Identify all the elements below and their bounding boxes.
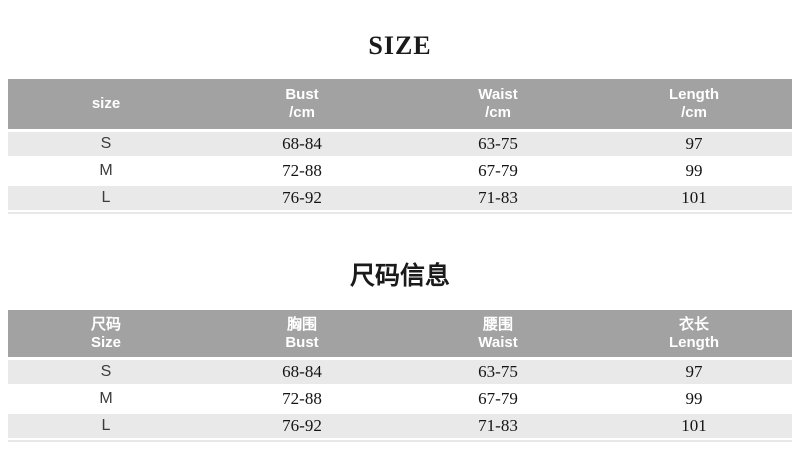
column-header-waist: 腰围 Waist bbox=[400, 310, 596, 357]
column-header-size: 尺码 Size bbox=[8, 310, 204, 357]
cell-size: S bbox=[100, 135, 112, 153]
column-header-label-cn: 尺码 bbox=[90, 315, 121, 333]
column-header-label-en: Bust bbox=[285, 333, 319, 351]
cell-waist: 63-75 bbox=[478, 134, 518, 154]
cell-length: 101 bbox=[681, 416, 707, 436]
column-header-label-cn: 衣长 bbox=[678, 315, 709, 333]
cell-bust: 68-84 bbox=[282, 134, 322, 154]
table-row: L 76-92 71-83 101 bbox=[8, 186, 792, 211]
cell-size: L bbox=[101, 417, 111, 435]
size-table-cn: 尺码 Size 胸围 Bust 腰围 Waist 衣长 Length S 68-… bbox=[8, 310, 792, 443]
column-header-label-cn: 胸围 bbox=[286, 315, 317, 333]
size-chart-page: { "colors": { "page_bg": "#ffffff", "hea… bbox=[0, 30, 800, 454]
cell-waist: 67-79 bbox=[478, 389, 518, 409]
table-row: S 68-84 63-75 97 bbox=[8, 360, 792, 385]
cell-waist: 63-75 bbox=[478, 362, 518, 382]
cell-length: 99 bbox=[685, 161, 703, 181]
table-bottom-divider bbox=[8, 212, 792, 215]
column-header-length: 衣长 Length bbox=[596, 310, 792, 357]
cell-waist: 67-79 bbox=[478, 161, 518, 181]
cell-length: 97 bbox=[685, 134, 703, 154]
column-header-unit: /cm bbox=[289, 104, 315, 122]
column-header-size: size bbox=[8, 79, 204, 129]
cell-waist: 71-83 bbox=[478, 188, 518, 208]
table-row: M 72-88 67-79 99 bbox=[8, 387, 792, 412]
cell-bust: 76-92 bbox=[282, 416, 322, 436]
column-header-label-en: Size bbox=[90, 333, 121, 351]
size-title-en: SIZE bbox=[368, 31, 432, 60]
column-header-length: Length /cm bbox=[596, 79, 792, 129]
cell-length: 101 bbox=[681, 188, 707, 208]
column-header-label: Length bbox=[669, 86, 719, 104]
cell-length: 99 bbox=[685, 389, 703, 409]
cell-size: M bbox=[99, 390, 113, 408]
column-header-bust: Bust /cm bbox=[204, 79, 400, 129]
size-table-en: size Bust /cm Waist /cm Length /cm S 68-… bbox=[8, 79, 792, 215]
cell-size: M bbox=[99, 162, 113, 180]
cell-bust: 72-88 bbox=[282, 161, 322, 181]
column-header-label: Bust bbox=[285, 86, 319, 104]
column-header-unit: /cm bbox=[681, 104, 707, 122]
cell-size: S bbox=[100, 363, 112, 381]
cell-waist: 71-83 bbox=[478, 416, 518, 436]
cell-size: L bbox=[101, 189, 111, 207]
table-bottom-divider bbox=[8, 440, 792, 443]
column-header-label: size bbox=[91, 95, 121, 113]
column-header-unit: /cm bbox=[485, 104, 511, 122]
column-header-label-en: Length bbox=[669, 333, 719, 351]
table-row: L 76-92 71-83 101 bbox=[8, 414, 792, 439]
column-header-label: Waist bbox=[478, 86, 518, 104]
table-row: S 68-84 63-75 97 bbox=[8, 132, 792, 157]
cell-length: 97 bbox=[685, 362, 703, 382]
size-title-cn: 尺码信息 bbox=[349, 262, 450, 291]
table-header-row: size Bust /cm Waist /cm Length /cm bbox=[8, 79, 792, 130]
column-header-bust: 胸围 Bust bbox=[204, 310, 400, 357]
cell-bust: 72-88 bbox=[282, 389, 322, 409]
table-header-row: 尺码 Size 胸围 Bust 腰围 Waist 衣长 Length bbox=[8, 310, 792, 358]
column-header-waist: Waist /cm bbox=[400, 79, 596, 129]
cell-bust: 68-84 bbox=[282, 362, 322, 382]
cell-bust: 76-92 bbox=[282, 188, 322, 208]
column-header-label-cn: 腰围 bbox=[482, 315, 513, 333]
table-row: M 72-88 67-79 99 bbox=[8, 159, 792, 184]
column-header-label-en: Waist bbox=[478, 333, 518, 351]
